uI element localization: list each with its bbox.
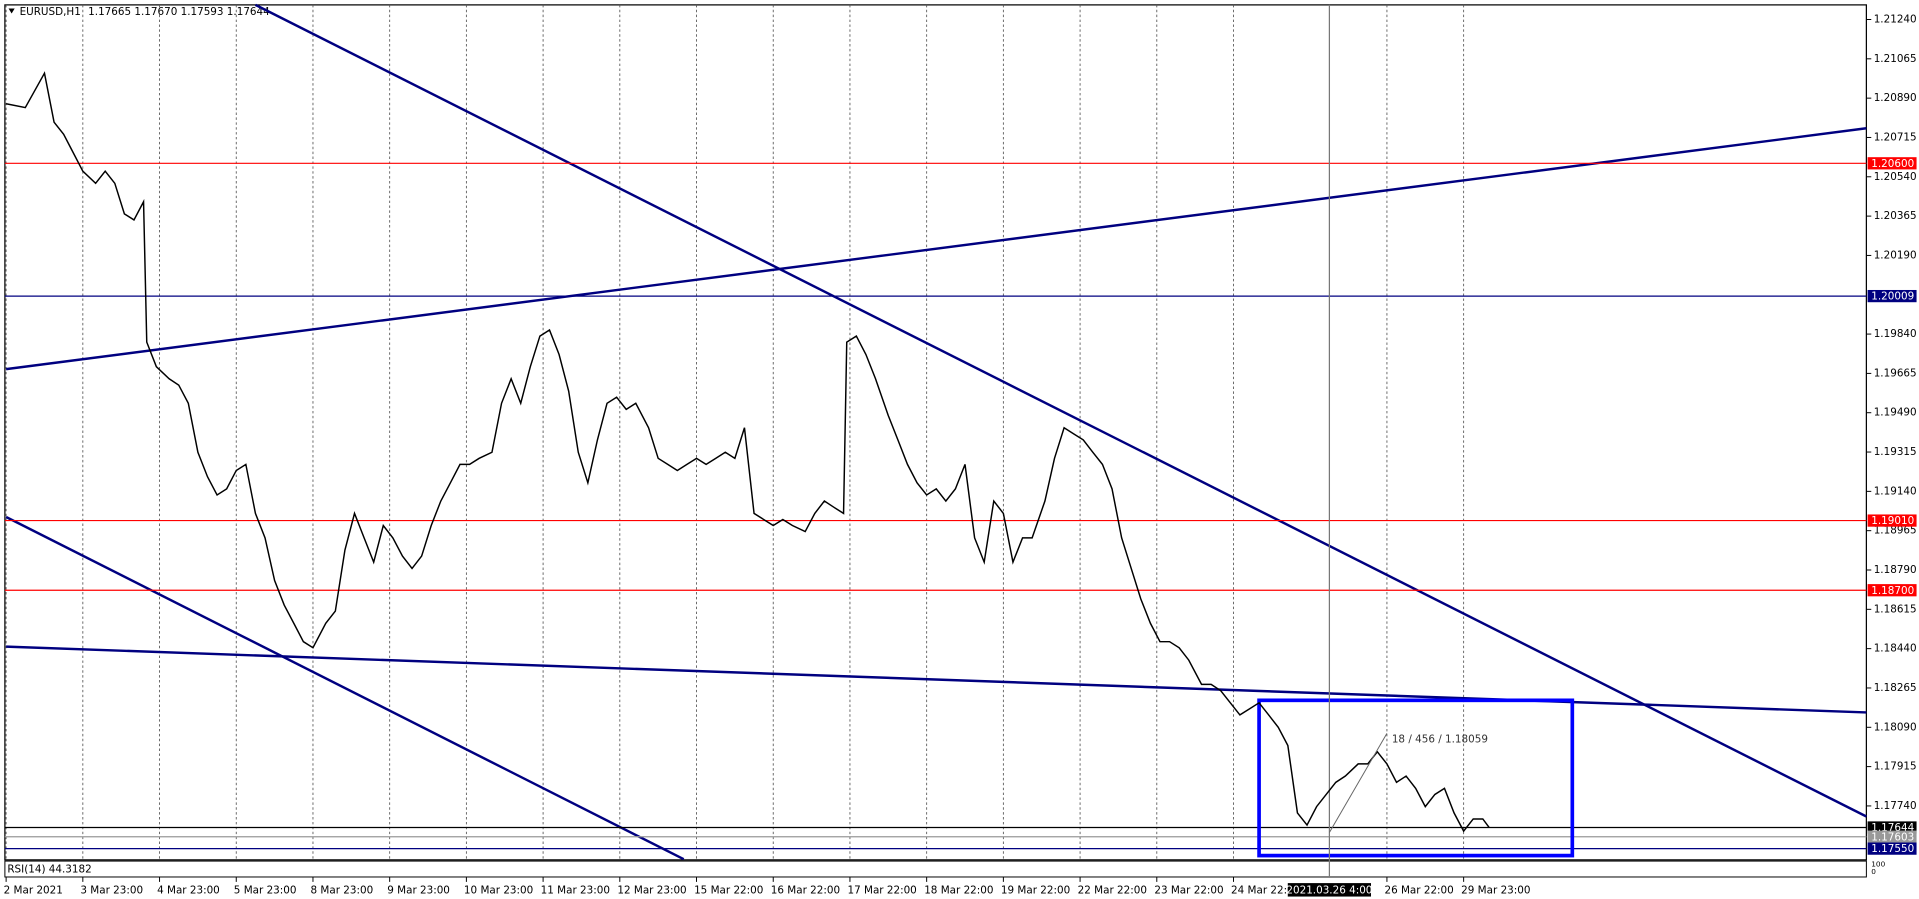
y-tick-label: 1.20890 [1874,92,1917,104]
y-tick-label: 1.20715 [1874,131,1917,143]
price-level-label: 1.20009 [1871,291,1914,303]
selection-box [1257,698,1575,858]
indicator-tick-label: 100 [1871,860,1885,869]
price-level-tag [1867,821,1917,834]
x-tick-label: 22 Mar 22:00 [1078,884,1147,896]
price-level-tag [1867,289,1917,303]
indicator-tick-label: 0 [1871,867,1876,876]
y-tick-label: 1.17915 [1874,761,1917,773]
x-tick-label: 12 Mar 23:00 [617,884,686,896]
trend-line [5,127,1867,371]
trend-line [254,3,1867,818]
price-level-tag [1867,514,1917,527]
price-level-label: 1.17644 [1871,822,1914,834]
y-tick-label: 1.19840 [1874,328,1917,340]
x-tick-label: 15 Mar 22:00 [694,884,763,896]
plot-frame [4,4,1867,861]
indicator-label: RSI(14) 44.3182 [7,864,91,876]
y-tick-label: 1.21240 [1874,13,1917,25]
y-tick-label: 1.18440 [1874,643,1917,655]
indicator-frame [4,860,1867,878]
x-tick-label: 5 Mar 23:00 [234,884,297,896]
chart-header: EURUSD,H1 1.17665 1.17670 1.17593 1.17644 [20,6,271,18]
price-level-tag [1867,830,1917,843]
y-tick-label: 1.18615 [1874,603,1917,615]
price-level-tag [1867,584,1917,597]
x-tick-label: 10 Mar 23:00 [464,884,533,896]
crosshair-label: 2021.03.26 4:00 [1286,884,1372,896]
y-tick-label: 1.18265 [1874,682,1917,694]
x-tick-label: 29 Mar 23:00 [1461,884,1530,896]
x-tick-label: 3 Mar 23:00 [80,884,143,896]
x-tick-label: 4 Mar 23:00 [157,884,220,896]
price-level-tag [1867,157,1917,170]
y-tick-label: 1.18965 [1874,525,1917,537]
x-tick-label: 16 Mar 22:00 [771,884,840,896]
x-tick-label: 24 Mar 22:00 [1231,884,1300,896]
y-tick-label: 1.19315 [1874,446,1917,458]
x-tick-label: 26 Mar 22:00 [1384,884,1453,896]
x-tick-label: 18 Mar 22:00 [924,884,993,896]
y-tick-label: 1.21065 [1874,53,1917,65]
y-tick-label: 1.20190 [1874,249,1917,261]
price-level-label: 1.17603 [1871,831,1914,843]
price-level-label: 1.19010 [1871,515,1914,527]
ohlc: 1.17665 1.17670 1.17593 1.17644 [88,6,270,18]
symbol: EURUSD,H1 [20,6,81,18]
price-level-label: 1.17550 [1871,843,1914,855]
y-tick-label: 1.19490 [1874,407,1917,419]
y-tick-label: 1.19665 [1874,367,1917,379]
y-tick-label: 1.19140 [1874,485,1917,497]
y-tick-label: 1.17740 [1874,800,1917,812]
y-tick-label: 1.20540 [1874,171,1917,183]
price-level-tag [1867,842,1917,855]
trend-line [5,515,685,861]
x-tick-label: 9 Mar 23:00 [387,884,450,896]
x-tick-label: 17 Mar 22:00 [847,884,916,896]
x-tick-label: 11 Mar 23:00 [541,884,610,896]
x-tick-label: 23 Mar 22:00 [1154,884,1223,896]
price-level-label: 1.20600 [1871,158,1914,170]
collapse-icon[interactable] [8,8,15,14]
x-tick-label: 19 Mar 22:00 [1001,884,1070,896]
x-tick-label: 8 Mar 23:00 [311,884,374,896]
price-line [5,71,1490,833]
crosshair-tag [1287,883,1372,897]
y-tick-label: 1.18090 [1874,721,1917,733]
ruler-label: 18 / 456 / 1.18059 [1392,733,1488,745]
y-tick-label: 1.20365 [1874,210,1917,222]
price-level-label: 1.18700 [1871,585,1914,597]
ruler-line [1328,733,1388,833]
y-tick-label: 1.18790 [1874,564,1917,576]
x-tick-label: 2 Mar 2021 [4,884,63,896]
